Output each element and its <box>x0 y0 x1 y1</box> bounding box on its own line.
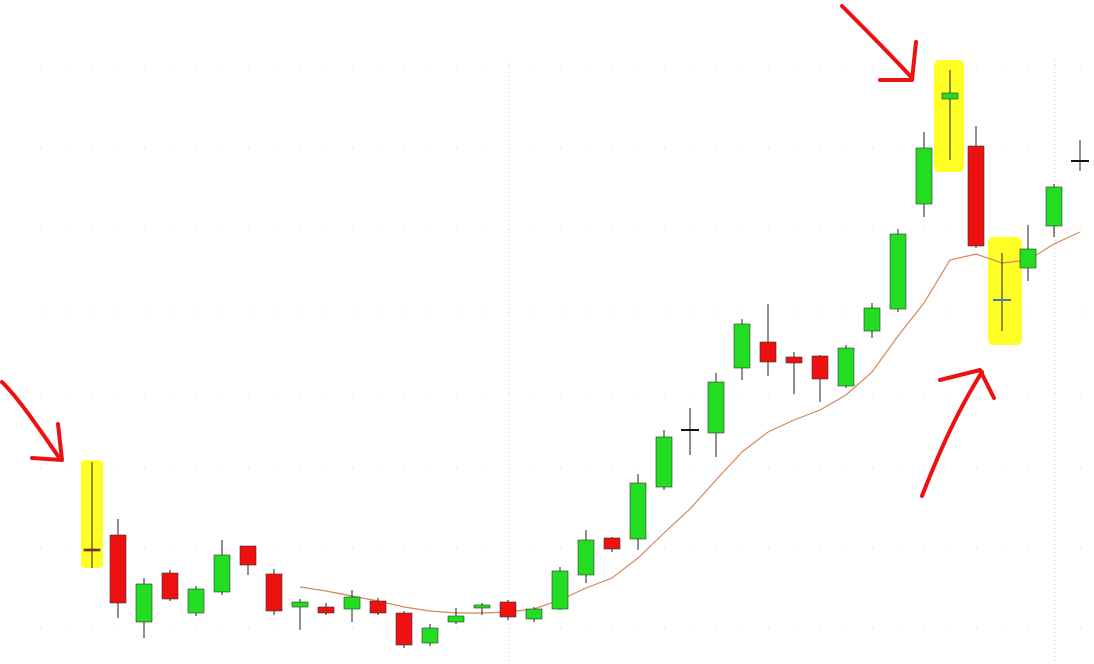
candle-body <box>603 537 621 550</box>
candle-body <box>161 572 179 600</box>
moving-average-line <box>299 231 1081 614</box>
candle-body <box>577 539 595 576</box>
candle-body <box>135 583 153 623</box>
candle-body <box>811 355 829 380</box>
candle-body <box>395 612 413 646</box>
candle-body <box>239 545 257 566</box>
candle-body <box>707 381 725 434</box>
candle-body <box>83 548 101 552</box>
candle-body <box>759 341 777 363</box>
candle-body <box>863 307 881 332</box>
candle-body <box>733 323 751 369</box>
candle-body <box>109 534 127 604</box>
candle-body <box>941 92 959 100</box>
candle-body <box>525 608 543 620</box>
candle-body <box>421 627 439 644</box>
background-grid <box>40 60 1094 664</box>
candle-body <box>629 482 647 540</box>
candle-body <box>967 145 985 247</box>
candle-body <box>915 147 933 205</box>
candle-body <box>369 600 387 614</box>
candle-body <box>317 606 335 614</box>
candle-body <box>837 347 855 387</box>
candle-body <box>1019 248 1037 269</box>
candle-body <box>291 601 309 608</box>
candle-body <box>187 588 205 614</box>
candle-body <box>655 436 673 488</box>
annotation-arrows <box>0 4 996 498</box>
candle-body <box>889 233 907 310</box>
highlights <box>81 60 1022 568</box>
candle-body <box>343 596 361 610</box>
candle-body <box>551 570 569 610</box>
candle-body <box>785 356 803 364</box>
candle-body <box>265 573 283 612</box>
candle-body <box>1045 186 1063 227</box>
candle-body <box>499 601 517 618</box>
candle-body <box>213 554 231 593</box>
candle-body <box>473 604 491 609</box>
candle-body <box>447 615 465 623</box>
